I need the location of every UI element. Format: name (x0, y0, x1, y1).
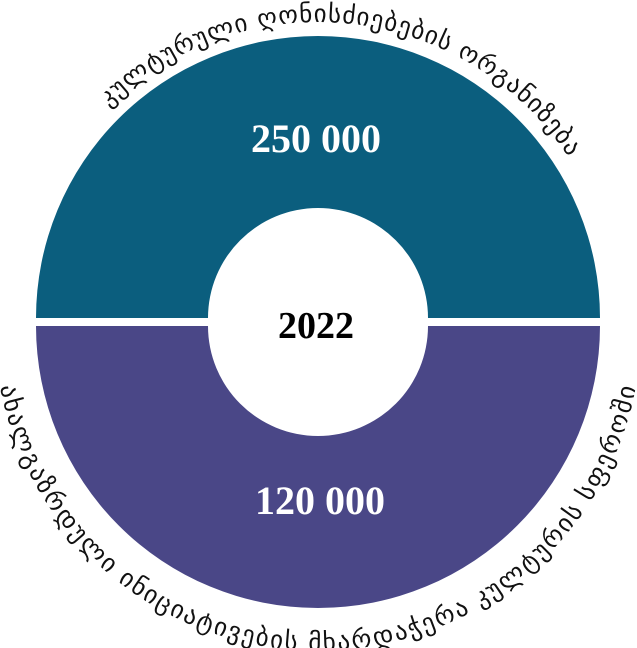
center-year: 2022 (278, 305, 354, 347)
top-value: 250 000 (251, 116, 381, 161)
bottom-segment (36, 326, 600, 608)
bottom-value: 120 000 (255, 478, 385, 523)
top-segment (36, 36, 600, 318)
